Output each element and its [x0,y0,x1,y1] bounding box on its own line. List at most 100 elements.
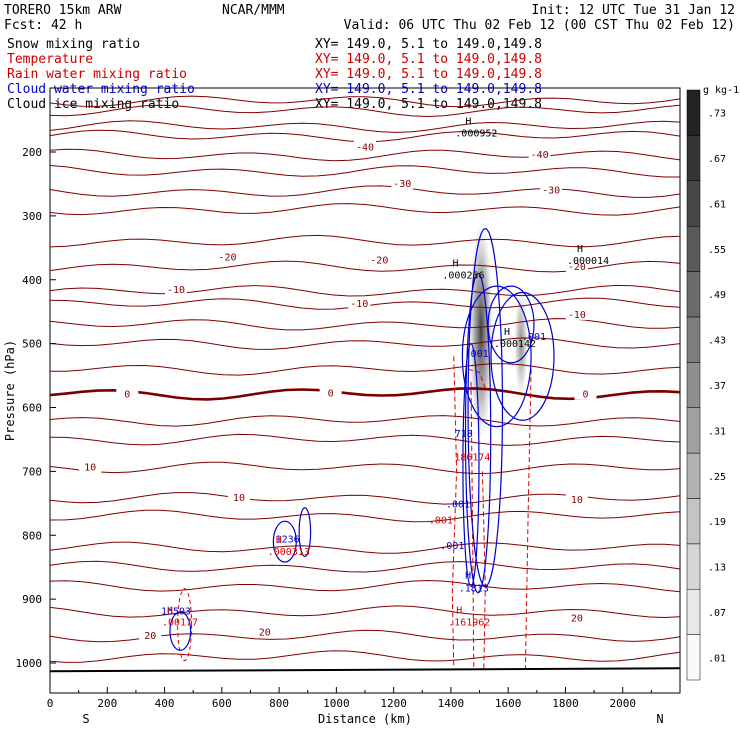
isotherm-label: 20 [259,627,271,638]
ice-max-value: .000142 [494,339,536,350]
colorbar-label: .55 [708,245,726,256]
rain-contour [524,369,532,670]
isotherm-label: 10 [571,495,583,506]
ice-max-h: H [504,327,510,338]
init-time: Init: 12 UTC Tue 31 Jan 12 [532,3,736,18]
isotherm-label-bg [368,253,391,266]
colorbar-swatch [686,634,701,681]
isotherm-line [49,650,681,663]
cloud-max-h: H [465,571,471,582]
isotherm-label-bg [139,629,162,642]
ice-max-h: H [577,244,583,255]
colorbar-label: .43 [708,336,726,347]
field-name-1: Temperature [7,52,93,67]
isotherm-label: 0 [328,388,334,399]
x-tick-label: 1600 [495,697,522,710]
isotherm-label-bg [540,183,563,196]
cloud-max-value: .1813 [459,584,489,595]
cloud-water-contour [464,272,492,594]
rain-contour [451,356,458,670]
y-tick-label: 700 [22,465,42,478]
cloud-water-label: .001 [465,349,489,360]
valid-time: Valid: 06 UTC Thu 02 Feb 12 (00 CST Thu … [344,18,735,33]
isotherm-label: -10 [167,285,185,296]
x-tick-label: 800 [269,697,289,710]
field-name-3: Cloud water mixing ratio [7,82,195,97]
isotherm-line [49,284,681,297]
x-tick-label: 1200 [380,697,407,710]
isotherm-line [49,104,681,118]
x-end-label-left: S [82,712,89,726]
isotherm-line [49,363,681,376]
cloud-water-label: .001 [440,541,464,552]
rain-max-h: H [276,535,282,546]
colorbar-swatch [686,498,701,545]
colorbar-swatch [686,452,701,499]
forecast-hour: Fcst: 42 h [4,18,82,33]
rain-label: .001 [429,515,453,526]
field-xy-2: XY= 149.0, 5.1 to 149.0,149.8 [315,67,542,82]
isotherm-label: 20 [144,631,156,642]
isotherm-label: -40 [356,143,374,154]
isotherm-line [49,605,681,619]
colorbar-label: .25 [708,472,726,483]
ice-max-h: H [465,116,471,127]
rain-max-value: .000313 [268,547,310,558]
colorbar-label: .07 [708,608,726,619]
x-end-label-right: N [656,712,663,726]
isotherm-label-bg [228,491,250,504]
isotherm-label: -40 [531,150,549,161]
colorbar-label: .61 [708,199,726,210]
isotherm-line [49,129,681,143]
isotherm-line [49,185,681,198]
colorbar-label: .13 [708,563,726,574]
cloud-water-contour [461,285,532,428]
isotherm-label-bg [565,493,588,506]
isotherm-label-bg [253,625,276,638]
isotherm-label-bg [116,387,139,400]
rain-label: 186174 [454,453,490,464]
cloud-water-contour [272,520,297,563]
isotherm-label: 0 [124,390,130,401]
isotherm-line [49,560,681,573]
colorbar-label: .67 [708,154,726,165]
isotherm-label-bg [565,611,588,624]
rain-contour [470,381,475,670]
isotherm-line [49,415,681,427]
colorbar-swatch [686,89,701,136]
colorbar-swatch [686,316,701,363]
field-legend: Snow mixing ratio XY= 149.0, 5.1 to 149.0… [7,37,542,112]
model-title: TORERO 15km ARW [4,3,122,18]
x-tick-label: 400 [155,697,175,710]
isotherm-line [49,337,681,350]
colorbar-swatch [686,135,701,182]
cloud-water-label: .001 [522,332,546,343]
colorbar-swatch [686,180,701,227]
field-name-2: Rain water mixing ratio [7,67,187,82]
y-tick-label: 600 [22,402,42,415]
temperature-isotherms [49,95,681,663]
y-tick-label: 800 [22,529,42,542]
colorbar-label: .49 [708,290,726,301]
isotherm-line [49,461,681,475]
y-tick-label: 900 [22,593,42,606]
y-axis-label: Pressure (hPa) [3,340,17,441]
isotherm-line [49,433,681,446]
cloud-water-contour [462,343,480,587]
isotherm-line [49,95,681,108]
x-tick-label: 1800 [552,697,579,710]
contour-labels: -40 -40 -30 -30 -20 -20 -20 -10 -10 -10 0 0 0 10 10 10 2… [49,116,681,673]
x-axis-label: Distance (km) [318,712,412,726]
colorbar-swatch [686,225,701,272]
cloud-water-contour [467,228,504,587]
field-xy-0: XY= 149.0, 5.1 to 149.0,149.8 [315,37,542,52]
x-tick-label: 600 [212,697,232,710]
ground-line [49,667,681,673]
isotherm-line [49,120,681,133]
colorbar-label: .01 [708,653,726,664]
isotherm-label-bg [528,148,551,161]
ice-max-value: .000014 [567,256,609,267]
isotherm-line [49,165,680,178]
colorbar-swatch [686,588,701,635]
